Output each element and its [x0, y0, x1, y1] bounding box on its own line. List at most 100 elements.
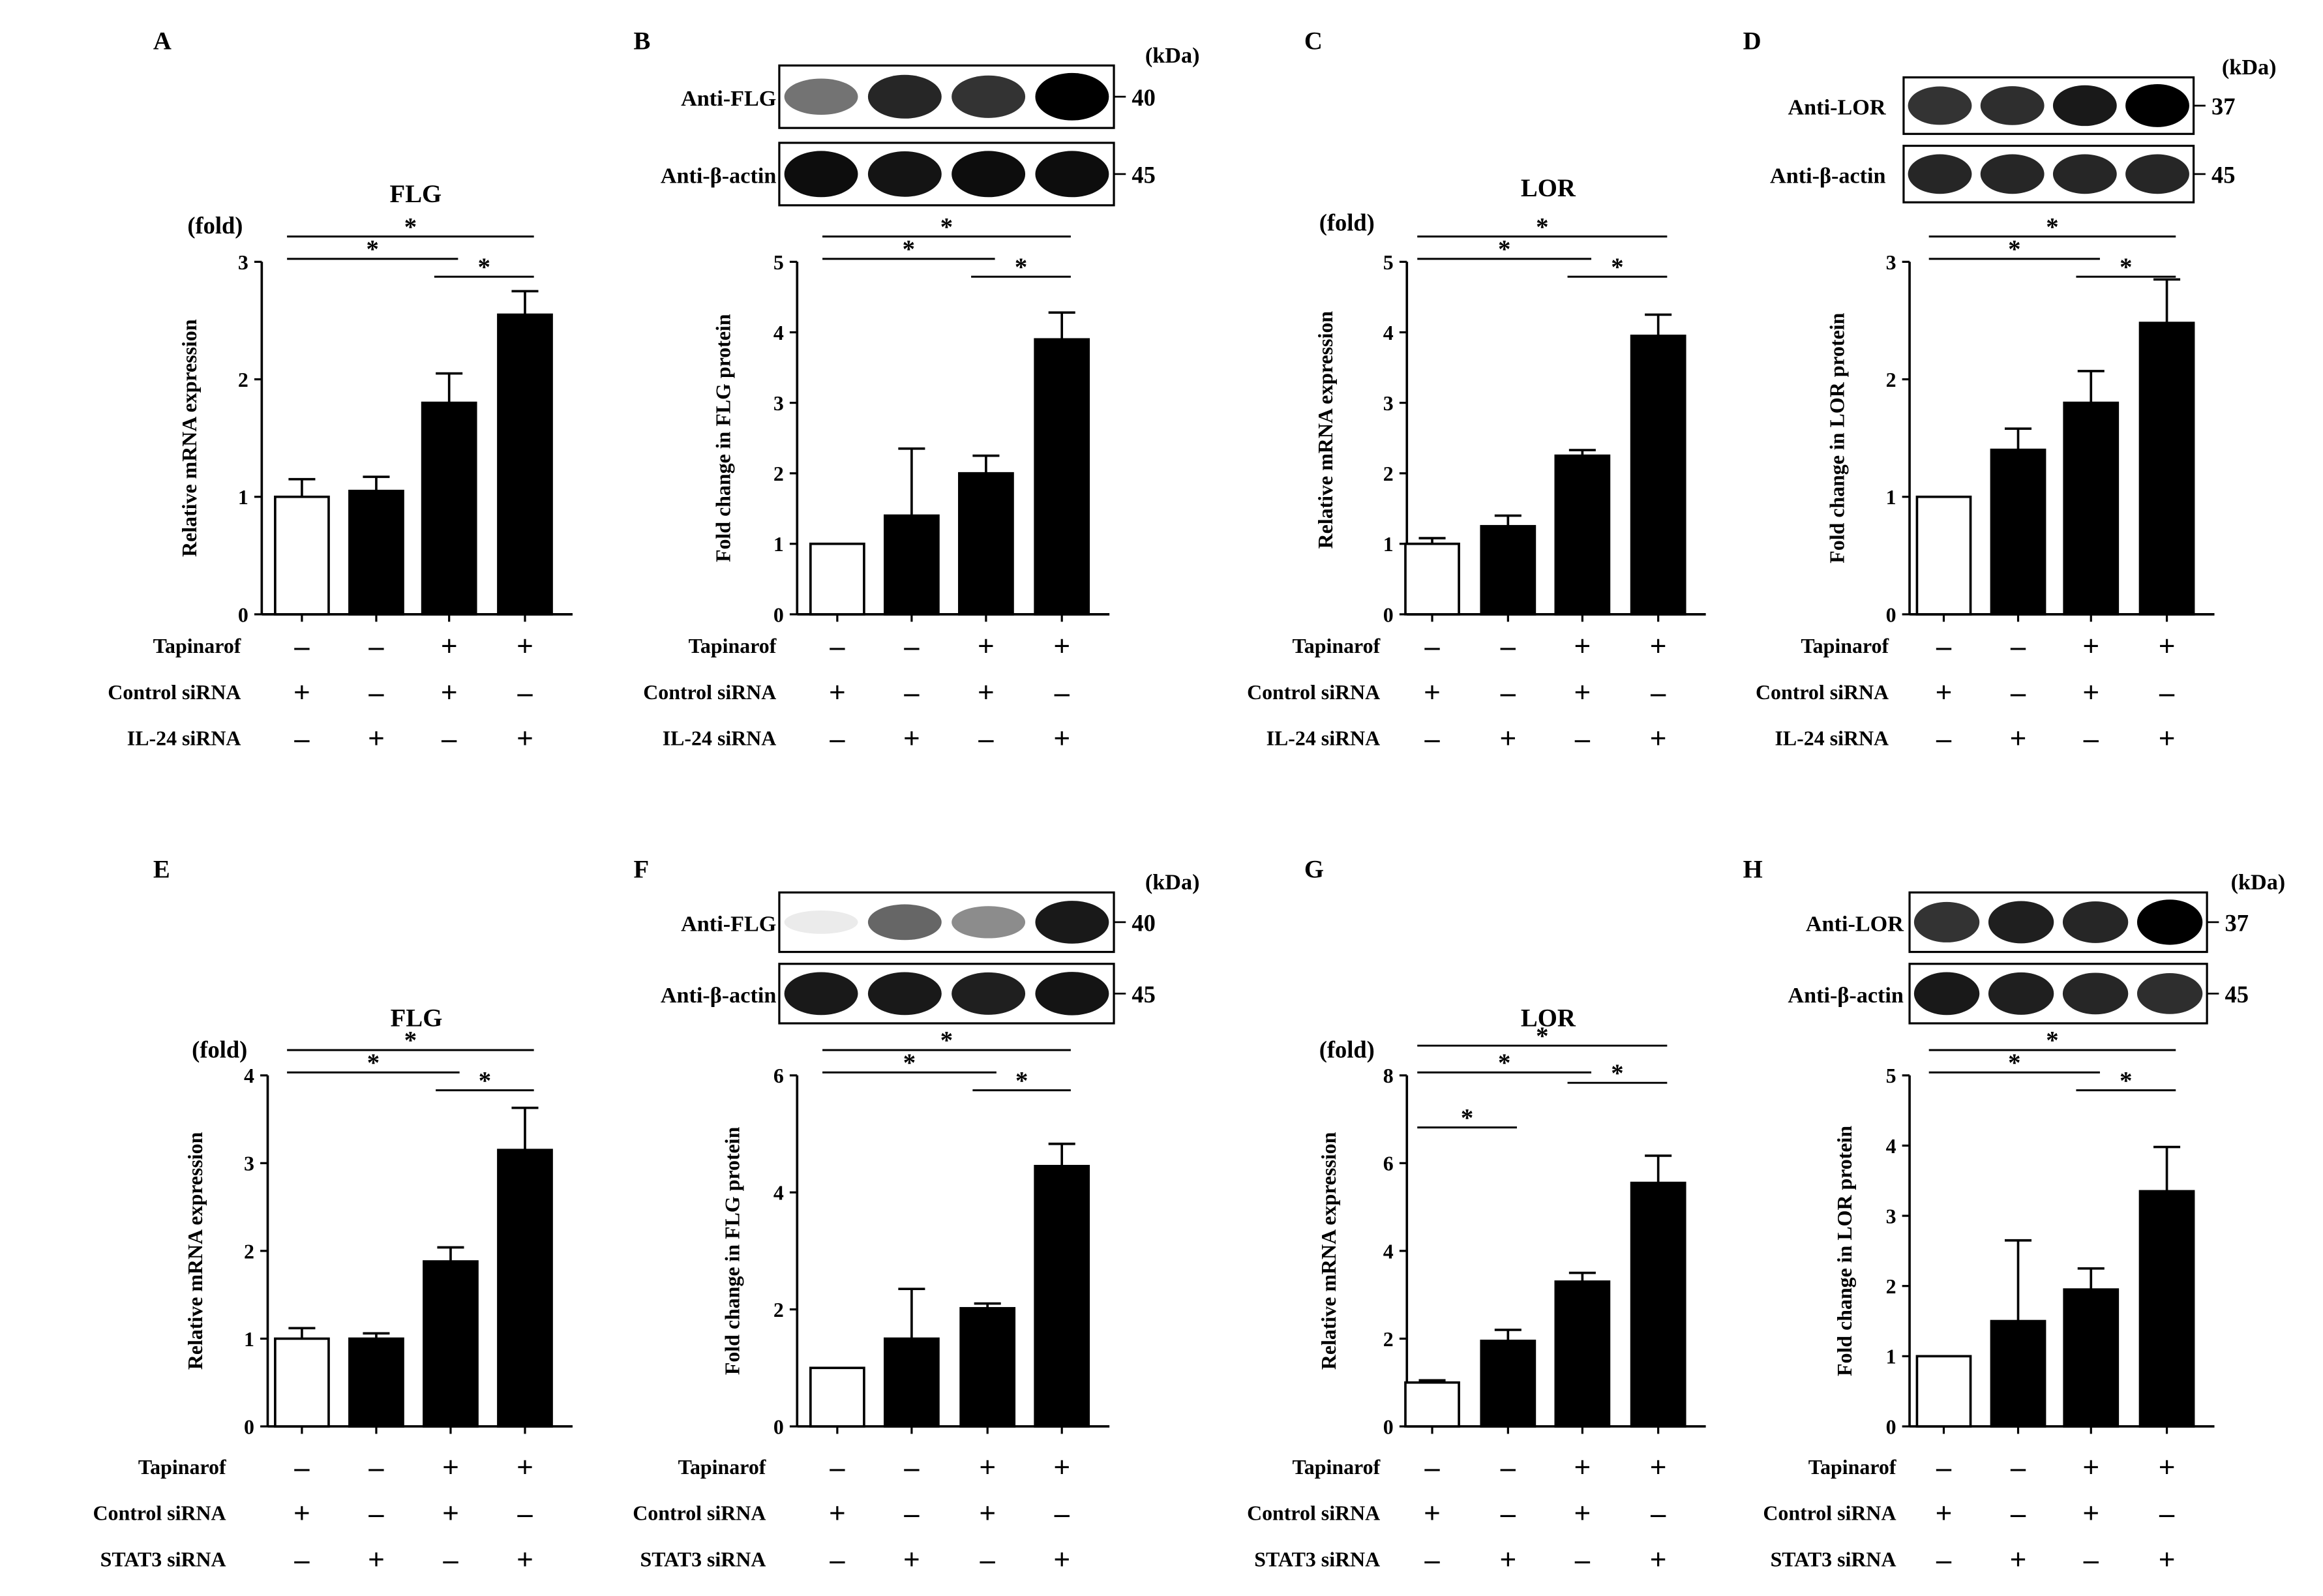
plus-sign: +: [829, 675, 846, 708]
bar: [348, 489, 404, 616]
minus-sign: –: [1500, 629, 1516, 663]
significance-star: *: [1611, 253, 1623, 281]
panel-a: A FLG (fold) 0 1 2 3 Relative mRNA expression * *…: [108, 27, 573, 755]
condition-label: Control siRNA: [633, 1502, 766, 1525]
y-tick-label: 1: [1886, 1346, 1896, 1368]
minus-sign: –: [1500, 675, 1516, 708]
significance-star: *: [903, 235, 915, 263]
fold-unit-label: (fold): [187, 212, 243, 239]
blot-band: [1913, 901, 1980, 942]
minus-sign: –: [1424, 629, 1441, 663]
significance-star: *: [2120, 253, 2132, 281]
bar: [1480, 1339, 1536, 1428]
bar: [884, 514, 940, 616]
condition-label: Tapinarof: [1292, 635, 1380, 657]
y-tick-label: 2: [238, 369, 248, 391]
plus-sign: +: [1650, 1543, 1667, 1576]
y-axis-label: Fold change in FLG protein: [712, 314, 735, 562]
kda-marker-label: 40: [1132, 84, 1155, 111]
bar: [2063, 1288, 2120, 1428]
y-tick-label: 3: [1383, 392, 1394, 415]
blot-band: [784, 972, 858, 1016]
y-tick-label: 5: [1886, 1064, 1896, 1087]
condition-label: Tapinarof: [1801, 635, 1889, 657]
significance-star: *: [2046, 213, 2058, 241]
blot-band: [952, 972, 1026, 1015]
y-tick-label: 6: [773, 1064, 784, 1087]
condition-label: Tapinarof: [1808, 1456, 1896, 1479]
minus-sign: –: [2159, 675, 2175, 708]
condition-label: STAT3 siRNA: [1254, 1548, 1380, 1571]
blot-band: [952, 151, 1026, 198]
minus-sign: –: [294, 1451, 310, 1484]
blot-antibody-label: Anti-LOR: [1788, 96, 1885, 120]
panel-f: F 0 2 4 6 Fold change in FLG protein * * * Tapina…: [633, 856, 1199, 1576]
minus-sign: –: [1650, 1496, 1666, 1529]
minus-sign: –: [1936, 721, 1952, 755]
bar: [274, 495, 330, 616]
condition-label: Control siRNA: [1763, 1502, 1896, 1525]
y-axis-label: Relative mRNA expression: [184, 1132, 207, 1370]
condition-label: STAT3 siRNA: [1771, 1548, 1896, 1571]
y-tick-label: 1: [244, 1328, 254, 1351]
chart-title: FLG: [391, 1004, 443, 1032]
minus-sign: –: [2010, 1451, 2026, 1484]
panel-letter-g: G: [1304, 856, 1324, 884]
significance-star: *: [478, 253, 490, 281]
kda-marker-label: 45: [2211, 162, 2235, 188]
condition-label: Control siRNA: [1247, 681, 1380, 704]
minus-sign: –: [829, 629, 845, 663]
condition-label: Tapinarof: [153, 635, 241, 657]
condition-label: STAT3 siRNA: [640, 1548, 766, 1571]
bar: [884, 1337, 940, 1428]
minus-sign: –: [517, 1496, 533, 1529]
plus-sign: +: [293, 1496, 310, 1529]
y-tick-label: 4: [773, 322, 784, 344]
panel-d: D 0 1 2 3 Fold change in LOR protein * * * Tapina…: [1743, 27, 2277, 755]
plus-sign: +: [517, 721, 533, 755]
kda-marker-label: 37: [2225, 910, 2248, 937]
fold-unit-label: (fold): [1319, 1036, 1375, 1062]
panel-e: E FLG (fold) 0 1 2 3 4 Relative mRNA expression *…: [93, 856, 573, 1576]
y-tick-label: 4: [244, 1064, 254, 1087]
blot-band: [1035, 151, 1109, 198]
minus-sign: –: [443, 1543, 459, 1576]
plus-sign: +: [293, 675, 310, 708]
panel-c: C LOR (fold) 0 1 2 3 4 5 Relative mRNA expression…: [1247, 27, 1706, 755]
bar: [1990, 1319, 2046, 1428]
condition-label: Control siRNA: [643, 681, 776, 704]
condition-label: Control siRNA: [93, 1502, 226, 1525]
condition-label: Control siRNA: [1756, 681, 1889, 704]
significance-star: *: [2120, 1066, 2132, 1094]
blot-antibody-label: Anti-FLG: [681, 87, 776, 111]
blot-antibody-label: Anti-β-actin: [661, 984, 777, 1008]
blot-band: [1980, 154, 2045, 194]
panel-g: G LOR (fold) 0 2 4 6 8 Relative mRNA expression *…: [1247, 856, 1706, 1576]
y-axis-label: Relative mRNA expression: [178, 319, 201, 557]
blot-band: [2052, 154, 2117, 194]
y-tick-label: 2: [1886, 1275, 1896, 1298]
y-tick-label: 0: [1383, 1415, 1394, 1438]
plus-sign: +: [1936, 675, 1953, 708]
minus-sign: –: [829, 1451, 845, 1484]
blot-band: [2125, 84, 2189, 127]
plus-sign: +: [1499, 1543, 1516, 1576]
plus-sign: +: [441, 629, 458, 663]
plus-sign: +: [1053, 629, 1070, 663]
minus-sign: –: [978, 721, 995, 755]
blot-band: [1035, 72, 1109, 121]
blot-band: [867, 904, 942, 941]
plus-sign: +: [1574, 1451, 1591, 1484]
kda-unit-label: (kDa): [2231, 871, 2286, 895]
plus-sign: +: [1574, 629, 1591, 663]
minus-sign: –: [903, 1496, 920, 1529]
plus-sign: +: [1499, 721, 1516, 755]
plus-sign: +: [517, 629, 533, 663]
plus-sign: +: [2082, 1496, 2099, 1529]
panel-letter-h: H: [1743, 856, 1763, 884]
plus-sign: +: [1650, 721, 1667, 755]
blot-band: [1908, 86, 1972, 125]
y-tick-label: 3: [1886, 251, 1896, 274]
minus-sign: –: [903, 1451, 920, 1484]
